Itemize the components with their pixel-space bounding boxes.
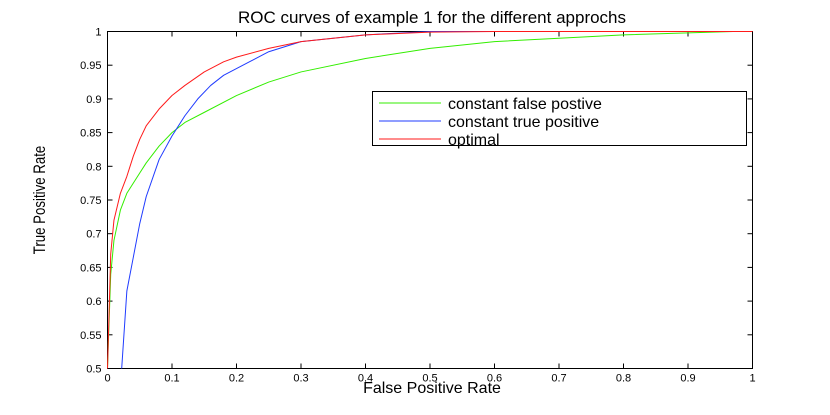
x-tick-label: 1: [749, 373, 755, 385]
x-axis: 0 0.1 0.2 0.3 0.4 0.5 0.6 0.7 0.8 0.9 1: [104, 31, 756, 385]
y-tick-label: 0.55: [80, 330, 101, 342]
legend-box: [372, 91, 747, 146]
x-axis-label: False Positive Rate: [363, 380, 501, 397]
y-tick-label: 0.65: [80, 262, 101, 274]
series-lines: [107, 31, 753, 369]
legend-label: optimal: [448, 132, 500, 149]
y-tick-label: 0.7: [86, 229, 101, 241]
chart-title: ROC curves of example 1 for the differen…: [238, 8, 626, 27]
x-tick-label: 0.6: [487, 373, 502, 385]
y-axis-label: True Positive Rate: [31, 146, 50, 255]
y-tick-label: 0.9: [86, 94, 101, 106]
legend-label: constant false postive: [448, 96, 602, 113]
y-tick-label: 0.8: [86, 161, 101, 173]
plot-area: [107, 31, 753, 369]
x-tick-label: 0.3: [293, 373, 308, 385]
x-tick-label: 0.9: [680, 373, 695, 385]
y-axis: 0.5 0.55 0.6 0.65 0.7 0.75 0.8 0.85 0.9 0.95 1: [80, 27, 753, 376]
x-tick-label: 0.8: [616, 373, 631, 385]
y-tick-label: 0.95: [80, 60, 101, 72]
y-tick-label: 0.5: [86, 364, 101, 376]
y-tick-label: 0.75: [80, 195, 101, 207]
legend-label: constant true positive: [448, 114, 599, 131]
x-tick-label: 0.4: [358, 373, 373, 385]
x-tick-label: 0.5: [422, 373, 437, 385]
x-tick-label: 0.7: [551, 373, 566, 385]
y-tick-label: 0.85: [80, 128, 101, 140]
series-line-3: [107, 31, 753, 369]
series-line-1: [107, 31, 753, 369]
x-tick-label: 0: [104, 373, 110, 385]
x-tick-label: 0.2: [229, 373, 244, 385]
y-tick-label: 1: [95, 27, 101, 39]
x-tick-label: 0.1: [164, 373, 179, 385]
y-tick-label: 0.6: [86, 296, 101, 308]
